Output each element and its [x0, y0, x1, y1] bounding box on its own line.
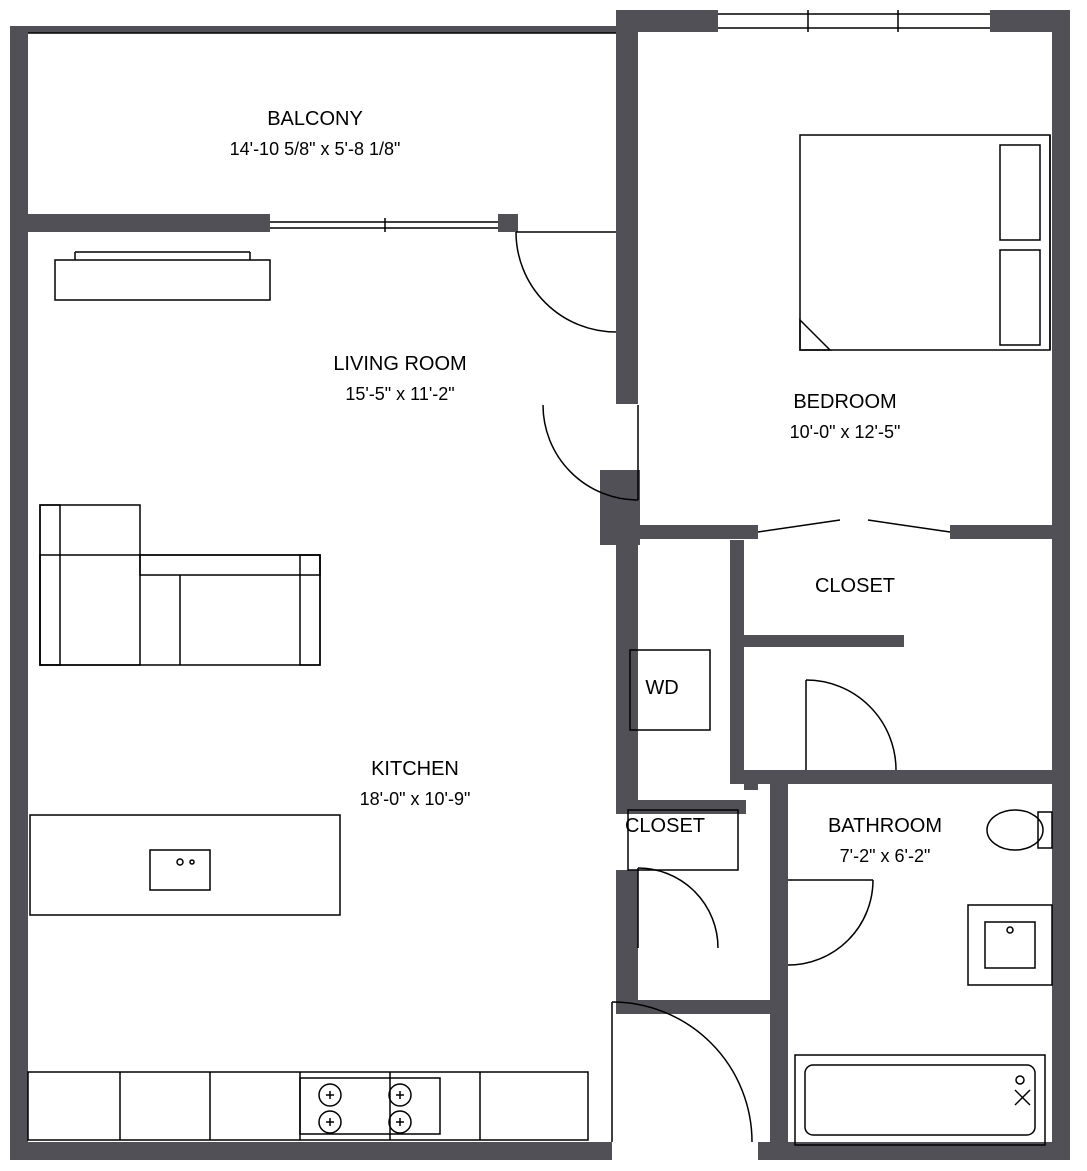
label-balcony-title: BALCONY: [267, 108, 363, 130]
label-closet2-title: CLOSET: [625, 815, 705, 837]
label-living-title: LIVING ROOM: [333, 353, 466, 375]
label-bedroom-dim: 10'-0" x 12'-5": [790, 422, 901, 442]
label-wd-title: WD: [645, 677, 678, 699]
label-bathroom-dim: 7'-2" x 6'-2": [840, 846, 931, 866]
label-living-dim: 15'-5" x 11'-2": [345, 384, 454, 404]
label-bedroom-title: BEDROOM: [793, 391, 896, 413]
label-bathroom-title: BATHROOM: [828, 815, 942, 837]
label-kitchen-title: KITCHEN: [371, 758, 459, 780]
label-closet1-title: CLOSET: [815, 575, 895, 597]
floor-plan: BALCONY 14'-10 5/8" x 5'-8 1/8" LIVING ROO…: [0, 0, 1087, 1171]
label-kitchen-dim: 18'-0" x 10'-9": [360, 789, 471, 809]
label-balcony-dim: 14'-10 5/8" x 5'-8 1/8": [230, 139, 401, 159]
